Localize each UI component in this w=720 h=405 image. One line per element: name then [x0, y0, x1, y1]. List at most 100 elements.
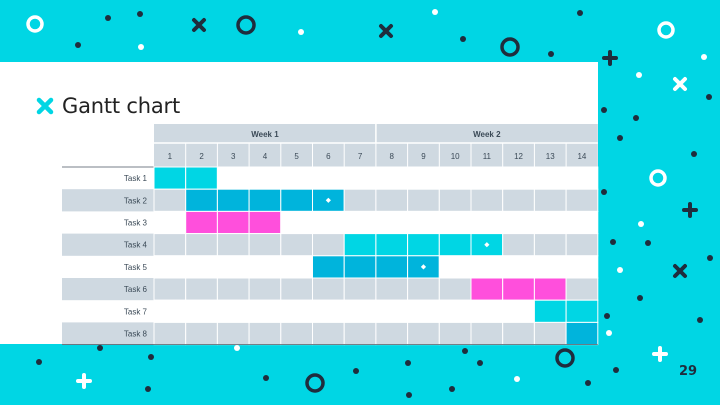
grid-cell [533, 166, 567, 190]
dot-icon [514, 376, 520, 382]
circle-ring-icon [649, 169, 667, 187]
grid-cell [470, 166, 504, 190]
task-bar-cell [280, 188, 313, 212]
day-label: 5 [294, 152, 299, 161]
plus-icon [652, 346, 668, 362]
dot-icon [706, 94, 712, 100]
day-label: 10 [451, 152, 460, 161]
task-bar-cell [185, 188, 218, 212]
grid-cell [185, 299, 218, 323]
grid-cell [533, 321, 567, 346]
cross-icon [379, 24, 393, 38]
task-label: Task 6 [124, 285, 148, 294]
grid-cell [470, 321, 504, 346]
dot-icon [691, 151, 697, 157]
dot-icon [610, 239, 616, 245]
dot-icon [617, 135, 623, 141]
grid-cell [248, 277, 282, 301]
grid-cell [407, 166, 440, 190]
milestone-marker [484, 242, 490, 248]
grid-cell [153, 277, 187, 301]
grid-cell [280, 166, 313, 190]
page-number: 29 [678, 364, 698, 379]
plus-icon [682, 202, 698, 218]
grid-cell [343, 166, 377, 190]
grid-cell [343, 277, 377, 301]
grid-cell [216, 299, 250, 323]
task-bar-cell [216, 188, 250, 212]
dot-icon [97, 345, 103, 351]
circle-ring-icon [236, 15, 256, 35]
grid-cell [502, 188, 535, 212]
grid-cell [438, 299, 472, 323]
dot-icon [585, 380, 591, 386]
day-label: 14 [577, 152, 586, 161]
grid-cell [565, 210, 599, 235]
dot-icon [697, 317, 703, 323]
grid-cell [185, 233, 218, 257]
day-label: 12 [514, 152, 523, 161]
grid-cell [502, 210, 535, 235]
task-label: Task 3 [124, 219, 148, 228]
grid-cell [153, 299, 187, 323]
task-bar-cell [533, 277, 567, 301]
week-label: Week 2 [473, 130, 501, 139]
grid-cell [533, 255, 567, 279]
day-label: 9 [421, 152, 426, 161]
grid-cell [280, 277, 313, 301]
grid-cell [470, 299, 504, 323]
task-bar-cell [185, 166, 218, 190]
grid-cell [312, 321, 345, 346]
dot-icon [145, 386, 151, 392]
grid-cell [216, 321, 250, 346]
grid-cell [312, 166, 345, 190]
task-bar-cell [533, 299, 567, 323]
dot-icon [36, 359, 42, 365]
day-label: 2 [199, 152, 204, 161]
grid-cell [375, 299, 409, 323]
week-label: Week 1 [251, 130, 279, 139]
dot-icon [548, 51, 554, 57]
dot-icon [406, 392, 412, 398]
dot-icon [604, 313, 610, 319]
grid-cell [533, 233, 567, 257]
grid-cell [343, 321, 377, 346]
row-label-band [62, 233, 154, 256]
task-label: Task 7 [124, 307, 148, 316]
grid-cell [470, 255, 504, 279]
dot-icon [613, 367, 619, 373]
task-bar-cell [438, 233, 472, 257]
task-bar-cell [565, 321, 599, 346]
circle-ring-icon [26, 15, 44, 33]
circle-ring-icon [657, 21, 675, 39]
grid-cell [280, 299, 313, 323]
grid-cell [216, 255, 250, 279]
task-bar-cell [375, 255, 409, 279]
task-bar-cell [248, 188, 282, 212]
day-label: 8 [390, 152, 395, 161]
task-bar-cell [470, 277, 504, 301]
grid-cell [185, 321, 218, 346]
task-bar-cell [153, 166, 187, 190]
grid-cell [502, 233, 535, 257]
grid-cell [375, 277, 409, 301]
grid-cell [312, 299, 345, 323]
dot-icon [601, 107, 607, 113]
grid-cell [153, 188, 187, 212]
grid-cell [565, 233, 599, 257]
cross-icon [192, 18, 206, 32]
grid-cell [565, 188, 599, 212]
grid-cell [407, 321, 440, 346]
cross-icon [673, 77, 687, 91]
dot-icon [353, 368, 359, 374]
grid-cell [185, 255, 218, 279]
dot-icon [633, 115, 639, 121]
dot-icon [298, 29, 304, 35]
grid-cell [153, 321, 187, 346]
day-label: 4 [263, 152, 268, 161]
task-bar-cell [565, 299, 599, 323]
grid-cell [502, 255, 535, 279]
grid-cell [312, 210, 345, 235]
